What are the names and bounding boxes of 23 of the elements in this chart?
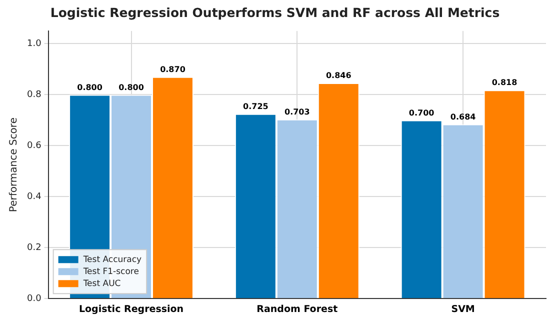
data-label: 0.703: [284, 108, 310, 117]
y-tick-label: 0.8: [26, 90, 42, 100]
data-label: 0.725: [243, 102, 269, 111]
data-label: 0.846: [326, 71, 352, 80]
y-tick-label: 0.4: [26, 192, 42, 202]
y-tick-label: 0.2: [26, 242, 42, 253]
y-axis-title: Performance Score: [8, 118, 20, 212]
legend-label: Test AUC: [82, 278, 121, 289]
data-label: 0.818: [492, 78, 518, 88]
y-tick-label: 0.6: [26, 141, 42, 152]
data-label: 0.700: [408, 108, 435, 118]
x-tick-label: Random Forest: [256, 304, 338, 315]
chart-title: Logistic Regression Outperforms SVM and RF across All Metrics: [50, 4, 500, 20]
data-label: 0.800: [77, 82, 103, 92]
data-label: 0.800: [118, 82, 144, 92]
legend-label: Test Accuracy: [82, 254, 142, 265]
y-tick-label: 1.0: [26, 39, 42, 50]
legend-label: Test F1-score: [82, 266, 139, 277]
data-label: 0.870: [160, 64, 186, 74]
x-tick-label: Logistic Regression: [78, 304, 184, 315]
x-tick-label: SVM: [451, 304, 475, 315]
y-tick-label: 0.0: [26, 294, 42, 304]
data-label: 0.684: [450, 112, 476, 122]
